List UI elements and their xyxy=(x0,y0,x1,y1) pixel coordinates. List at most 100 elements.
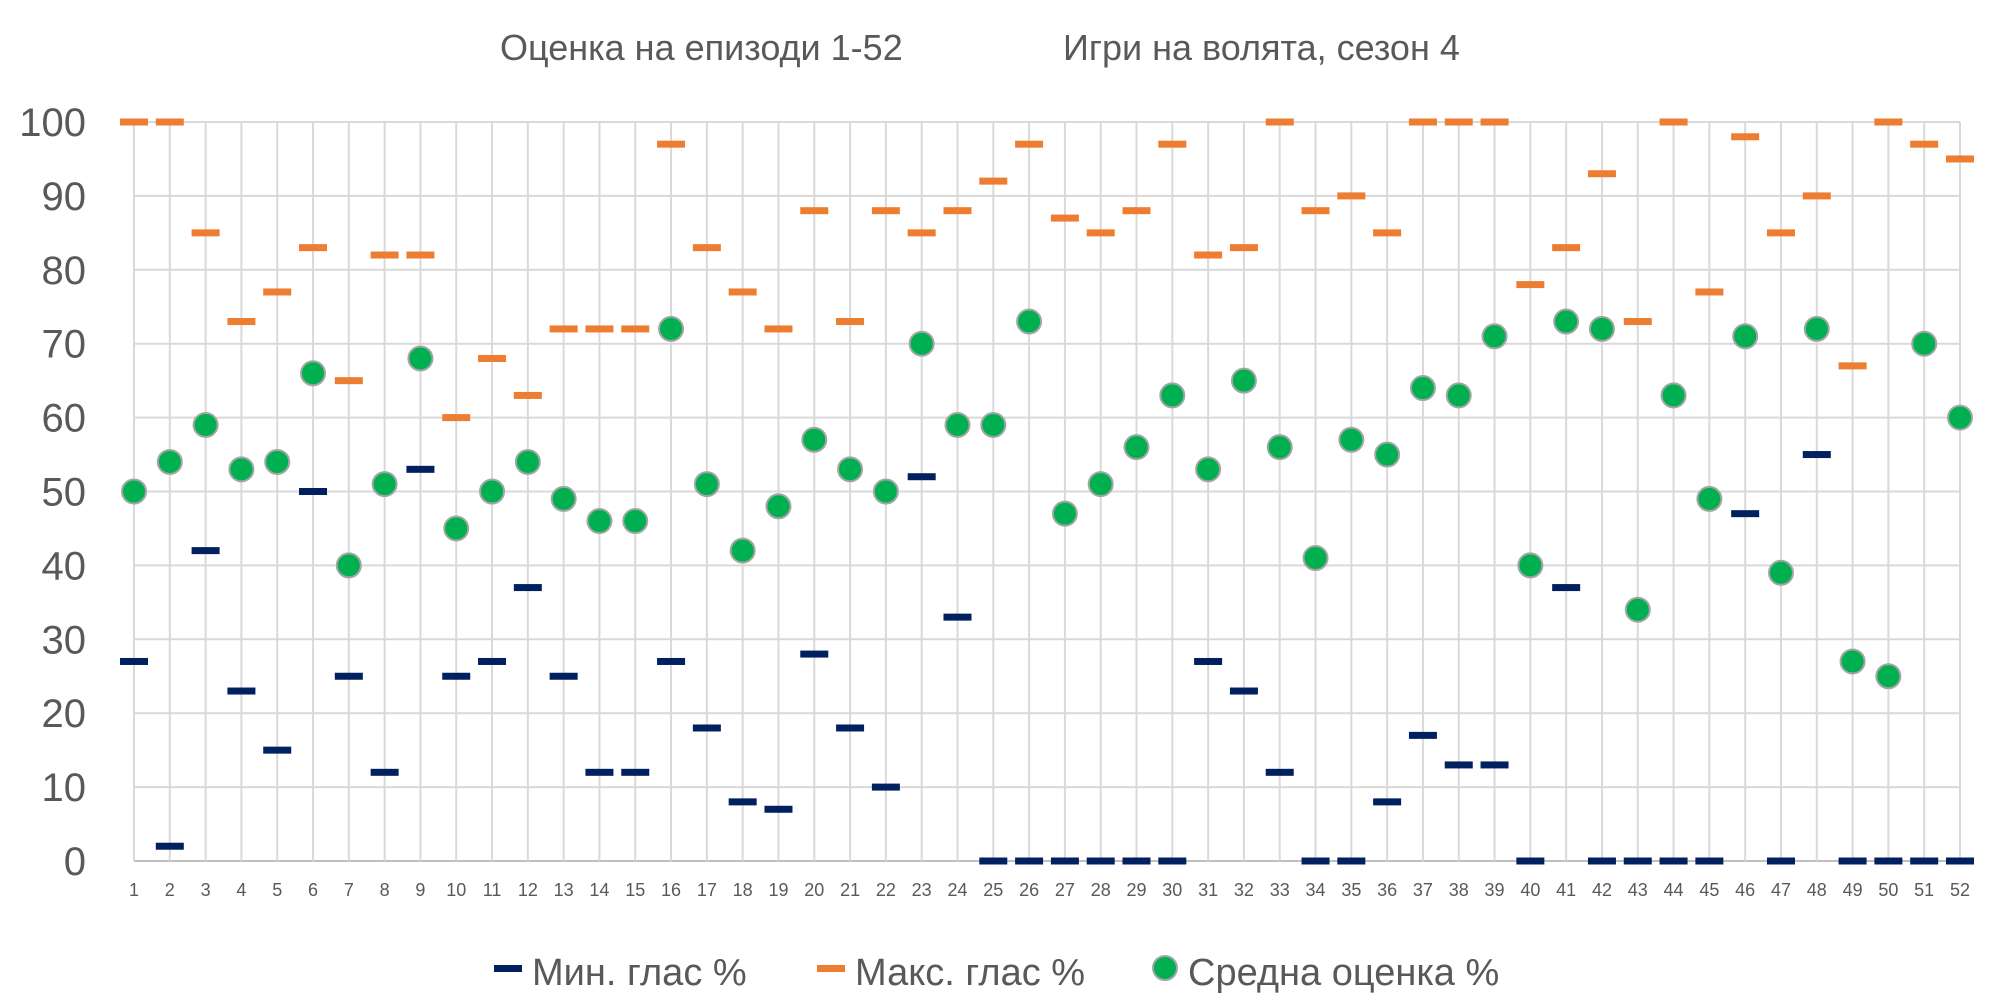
x-tick-label: 32 xyxy=(1234,880,1254,900)
point-max-4 xyxy=(227,318,256,326)
point-min-28 xyxy=(1086,857,1115,865)
x-tick-label: 36 xyxy=(1377,880,1397,900)
point-min-21 xyxy=(836,724,865,732)
point-min-48 xyxy=(1802,451,1831,459)
point-min-47 xyxy=(1766,857,1795,865)
point-min-26 xyxy=(1015,857,1044,865)
point-min-4 xyxy=(227,687,256,695)
point-max-39 xyxy=(1480,118,1509,126)
point-min-33 xyxy=(1265,768,1294,776)
y-tick-label: 20 xyxy=(42,692,87,736)
point-min-29 xyxy=(1122,857,1151,865)
x-tick-label: 52 xyxy=(1950,880,1970,900)
x-tick-label: 34 xyxy=(1306,880,1326,900)
point-min-38 xyxy=(1444,761,1473,769)
x-tick-label: 4 xyxy=(236,880,246,900)
x-tick-label: 39 xyxy=(1485,880,1505,900)
point-max-40 xyxy=(1516,281,1545,289)
point-avg-11 xyxy=(479,478,506,505)
legend-swatch-avg xyxy=(1152,955,1178,981)
x-tick-label: 45 xyxy=(1699,880,1719,900)
x-tick-label: 51 xyxy=(1914,880,1934,900)
x-tick-label: 23 xyxy=(912,880,932,900)
point-min-7 xyxy=(334,672,363,680)
point-avg-17 xyxy=(693,471,720,498)
point-max-30 xyxy=(1158,140,1187,148)
x-tick-label: 2 xyxy=(165,880,175,900)
point-avg-32 xyxy=(1230,367,1257,394)
x-tick-label: 21 xyxy=(840,880,860,900)
x-tick-label: 33 xyxy=(1270,880,1290,900)
point-min-46 xyxy=(1731,510,1760,518)
point-min-5 xyxy=(263,746,292,754)
point-max-17 xyxy=(692,244,721,252)
point-min-14 xyxy=(585,768,614,776)
point-avg-51 xyxy=(1911,330,1938,357)
point-avg-27 xyxy=(1051,500,1078,527)
point-avg-44 xyxy=(1660,382,1687,409)
point-avg-24 xyxy=(944,411,971,438)
point-max-35 xyxy=(1337,192,1366,200)
x-tick-label: 18 xyxy=(733,880,753,900)
y-tick-label: 80 xyxy=(42,249,87,293)
x-tick-label: 27 xyxy=(1055,880,1075,900)
point-max-44 xyxy=(1659,118,1688,126)
point-max-20 xyxy=(800,207,829,215)
point-avg-14 xyxy=(586,508,613,535)
point-min-15 xyxy=(621,768,650,776)
x-tick-label: 41 xyxy=(1556,880,1576,900)
point-max-45 xyxy=(1695,288,1724,296)
x-tick-label: 16 xyxy=(661,880,681,900)
point-max-41 xyxy=(1552,244,1581,252)
point-min-34 xyxy=(1301,857,1330,865)
point-min-12 xyxy=(513,584,542,592)
point-min-37 xyxy=(1408,731,1437,739)
point-avg-19 xyxy=(765,493,792,520)
point-max-11 xyxy=(478,354,507,362)
point-max-37 xyxy=(1408,118,1437,126)
legend-label-min: Мин. глас % xyxy=(532,952,747,994)
x-tick-label: 11 xyxy=(483,880,502,900)
point-max-19 xyxy=(764,325,793,333)
x-tick-label: 5 xyxy=(272,880,282,900)
point-min-3 xyxy=(191,547,220,555)
point-min-35 xyxy=(1337,857,1366,865)
x-tick-label: 9 xyxy=(415,880,425,900)
y-tick-label: 60 xyxy=(42,397,87,441)
point-avg-25 xyxy=(980,411,1007,438)
point-avg-16 xyxy=(658,315,685,342)
legend-swatch-min xyxy=(494,965,522,972)
x-tick-label: 14 xyxy=(589,880,609,900)
y-tick-label: 70 xyxy=(42,323,87,367)
point-avg-1 xyxy=(121,478,147,505)
point-max-46 xyxy=(1731,133,1760,141)
point-avg-2 xyxy=(156,448,183,475)
point-max-22 xyxy=(871,207,900,215)
point-max-38 xyxy=(1444,118,1473,126)
y-tick-label: 40 xyxy=(42,544,87,588)
point-avg-21 xyxy=(837,456,864,483)
point-max-47 xyxy=(1766,229,1795,237)
point-avg-22 xyxy=(872,478,899,505)
point-max-28 xyxy=(1086,229,1115,237)
point-avg-34 xyxy=(1302,545,1329,572)
x-tick-label: 29 xyxy=(1126,880,1146,900)
x-tick-label: 3 xyxy=(201,880,211,900)
point-avg-45 xyxy=(1696,485,1723,512)
x-tick-label: 50 xyxy=(1878,880,1898,900)
x-tick-label: 17 xyxy=(697,880,717,900)
point-min-51 xyxy=(1910,857,1939,865)
point-avg-30 xyxy=(1159,382,1186,409)
point-max-3 xyxy=(191,229,220,237)
point-avg-3 xyxy=(192,411,219,438)
point-min-42 xyxy=(1587,857,1616,865)
point-avg-35 xyxy=(1338,426,1365,453)
point-min-32 xyxy=(1229,687,1258,695)
point-max-51 xyxy=(1910,140,1939,148)
x-tick-label: 19 xyxy=(768,880,788,900)
point-min-24 xyxy=(943,613,972,621)
point-min-19 xyxy=(764,805,793,813)
point-avg-23 xyxy=(908,330,935,357)
point-max-29 xyxy=(1122,207,1151,215)
point-avg-18 xyxy=(729,537,756,564)
